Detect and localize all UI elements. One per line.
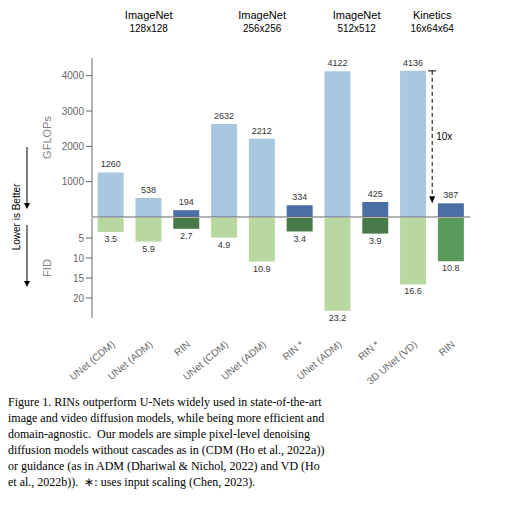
svg-text:Lower is Better: Lower is Better [11, 183, 22, 250]
svg-text:23.2: 23.2 [329, 313, 347, 323]
svg-text:GFLOPs: GFLOPs [41, 116, 53, 159]
svg-text:4136: 4136 [403, 58, 423, 68]
html-text:256x256: 256x256 [242, 23, 282, 34]
svg-text:5: 5 [78, 233, 84, 244]
svg-text:UNet (CDM): UNet (CDM) [180, 338, 231, 383]
svg-text:UNet (ADM): UNet (ADM) [295, 339, 344, 382]
svg-text:20: 20 [73, 293, 85, 304]
svg-text:10.9: 10.9 [253, 264, 271, 274]
svg-text:16.6: 16.6 [404, 286, 422, 296]
svg-text:4.9: 4.9 [218, 240, 231, 250]
svg-text:4122: 4122 [327, 58, 347, 68]
svg-text:2000: 2000 [62, 141, 85, 152]
svg-text:3.4: 3.4 [293, 234, 306, 244]
svg-text:1000: 1000 [62, 176, 85, 187]
svg-text:RIN *: RIN * [356, 338, 381, 362]
svg-text:3.5: 3.5 [104, 234, 117, 244]
html-text:ImageNet: ImageNet [332, 9, 381, 21]
svg-text:1260: 1260 [101, 159, 121, 169]
html-text:Figure 1. RINs outperform U-Ne: Figure 1. RINs outperform U-Nets widely … [8, 395, 325, 489]
svg-text:2212: 2212 [252, 126, 272, 136]
svg-text:10.8: 10.8 [442, 263, 460, 273]
svg-text:3.9: 3.9 [369, 236, 382, 246]
svg-text:2632: 2632 [214, 111, 234, 121]
svg-text:RIN *: RIN * [280, 338, 305, 362]
svg-text:RIN: RIN [172, 339, 192, 359]
svg-text:4000: 4000 [62, 70, 85, 81]
svg-text:538: 538 [141, 185, 156, 195]
html-text:Kinetics: Kinetics [412, 9, 452, 21]
html-text:ImageNet: ImageNet [124, 9, 173, 21]
svg-text:10: 10 [73, 253, 85, 264]
svg-text:RIN: RIN [437, 339, 457, 359]
html-text:512x512: 512x512 [337, 23, 376, 34]
svg-text:15: 15 [73, 273, 85, 284]
svg-text:2.7: 2.7 [180, 231, 193, 241]
svg-text:10x: 10x [436, 131, 452, 142]
svg-text:425: 425 [368, 189, 383, 199]
svg-text:5.9: 5.9 [142, 244, 155, 254]
svg-text:194: 194 [179, 197, 194, 207]
svg-text:3D UNet (VD): 3D UNet (VD) [365, 339, 419, 387]
html-text:128x128: 128x128 [129, 23, 168, 34]
svg-text:UNet (CDM): UNet (CDM) [67, 338, 117, 383]
svg-text:387: 387 [443, 190, 458, 200]
html-text:16x64x64: 16x64x64 [410, 23, 454, 34]
svg-text:UNet (ADM): UNet (ADM) [219, 339, 268, 382]
svg-text:UNet (ADM): UNet (ADM) [106, 339, 155, 382]
html-text:ImageNet: ImageNet [238, 9, 286, 21]
svg-text:3000: 3000 [62, 106, 85, 117]
svg-text:334: 334 [292, 192, 307, 202]
svg-text:FID: FID [41, 259, 53, 277]
